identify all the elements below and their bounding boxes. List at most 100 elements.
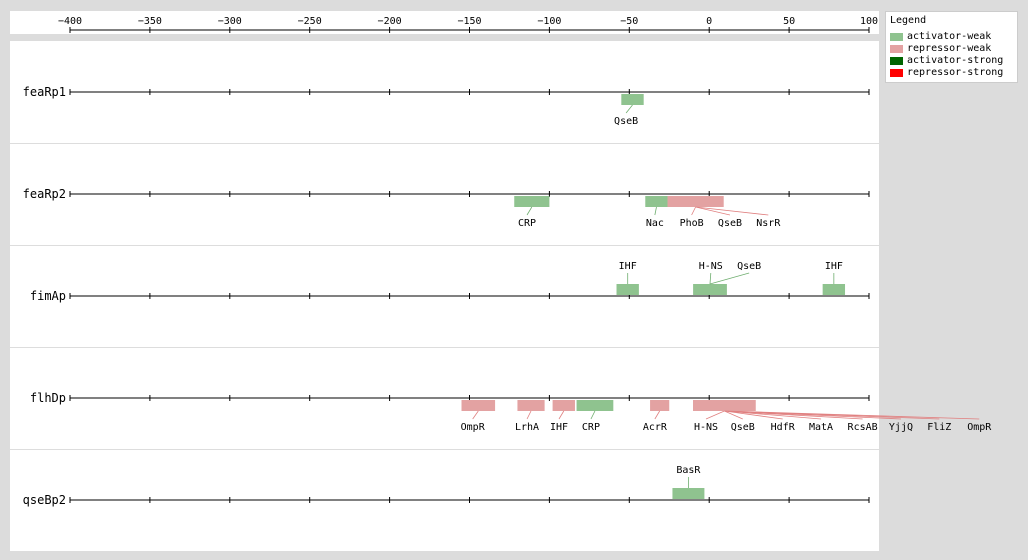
binding-site-box: [621, 94, 644, 105]
binding-site-label: RcsAB: [848, 422, 878, 433]
binding-site-connector: [724, 410, 980, 420]
binding-site-crp: CRP: [576, 400, 614, 433]
binding-site-label: IHF: [619, 261, 637, 272]
legend-swatch: [890, 68, 903, 77]
binding-site-label: MatA: [809, 422, 833, 433]
binding-site-qseb: QseB: [614, 94, 644, 127]
binding-site-label: Nac: [646, 218, 664, 229]
legend-item-repressor-weak: repressor-weak: [890, 43, 991, 54]
axis-tick-label: −100: [537, 16, 561, 27]
binding-site-connector: [691, 206, 696, 216]
binding-site-label: BasR: [676, 465, 701, 476]
promoter-name: feaRp1: [23, 85, 66, 99]
binding-site-box: [514, 196, 550, 207]
axis-background: [10, 11, 879, 34]
legend-item-activator-weak: activator-weak: [890, 31, 991, 42]
binding-site-qseb: QseB: [693, 261, 761, 295]
binding-site-connector: [705, 410, 725, 420]
binding-site-label: CRP: [582, 422, 600, 433]
legend-swatch: [890, 44, 903, 53]
promoter-row-fimAp: fimAp IHF H-NS QseB IHF: [10, 245, 879, 303]
binding-site-connector: [472, 410, 479, 420]
promoter-row-qseBp2: qseBp2 BasR: [10, 449, 879, 507]
legend-label: repressor-strong: [907, 67, 1004, 78]
binding-site-label: QseB: [614, 116, 638, 127]
promoter-row-feaRp1: feaRp1 QseB: [23, 85, 870, 127]
binding-site-label: H-NS: [699, 261, 723, 272]
binding-site-connector: [590, 410, 596, 420]
binding-site-ihf: IHF: [822, 261, 846, 295]
binding-site-box: [517, 400, 545, 411]
binding-site-connector: [724, 410, 822, 420]
binding-site-box: [693, 284, 727, 295]
promoter-name: flhDp: [30, 391, 66, 405]
promoter-row-flhDp: flhDp OmpR LrhA IHF CRP AcrR H-NS QseB HdfR MatA R…: [10, 347, 992, 433]
legend-item-activator-strong: activator-strong: [890, 55, 1003, 66]
axis-tick-label: 0: [706, 16, 712, 27]
binding-site-nac: Nac: [645, 196, 668, 229]
axis-tick-label: −150: [457, 16, 481, 27]
binding-site-ihf: IHF: [550, 400, 575, 433]
binding-site-label: FliZ: [927, 422, 951, 433]
binding-site-label: HdfR: [771, 422, 796, 433]
binding-site-label: LrhA: [515, 422, 539, 433]
binding-site-ompr: OmpR: [693, 400, 992, 433]
legend-title: Legend: [890, 15, 927, 26]
binding-site-connector: [558, 410, 565, 420]
legend-item-repressor-strong: repressor-strong: [890, 67, 1003, 78]
binding-site-label: OmpR: [461, 422, 486, 433]
promoter-rows: feaRp1 QseB feaRp2 CRP Nac PhoB QseB NsrR fimAp I…: [10, 41, 992, 551]
legend-label: activator-weak: [907, 31, 992, 42]
axis-tick-label: −250: [298, 16, 322, 27]
axis-tick-label: 100: [860, 16, 878, 27]
legend-label: repressor-weak: [907, 43, 992, 54]
legend: Legend activator-weak repressor-weak act…: [885, 11, 1018, 83]
binding-site-label: QseB: [731, 422, 755, 433]
binding-site-label: AcrR: [643, 422, 668, 433]
binding-site-ihf: IHF: [616, 261, 639, 295]
binding-site-connector: [724, 410, 743, 420]
promoter-name: fimAp: [30, 289, 66, 303]
binding-site-connector: [695, 206, 731, 216]
binding-site-box: [672, 488, 705, 499]
binding-site-acrr: AcrR: [643, 400, 670, 433]
binding-site-label: OmpR: [967, 422, 992, 433]
binding-site-crp: CRP: [514, 196, 550, 229]
binding-site-connector: [709, 272, 750, 285]
legend-swatch: [890, 56, 903, 65]
binding-site-ompr: OmpR: [461, 400, 496, 433]
binding-site-box: [576, 400, 614, 411]
binding-site-connector: [724, 410, 783, 420]
legend-label: activator-strong: [907, 55, 1004, 66]
binding-site-label: CRP: [518, 218, 536, 229]
binding-site-connector: [625, 104, 633, 114]
binding-site-box: [693, 400, 756, 411]
binding-site-label: PhoB: [680, 218, 704, 229]
axis-tick-label: −300: [218, 16, 242, 27]
binding-site-connector: [695, 206, 769, 216]
binding-site-box: [667, 196, 724, 207]
axis-tick-label: 50: [783, 16, 795, 27]
binding-site-box: [552, 400, 575, 411]
binding-site-box: [616, 284, 639, 295]
binding-site-connector: [526, 206, 533, 216]
binding-site-connector: [526, 410, 532, 420]
binding-site-lrha: LrhA: [515, 400, 545, 433]
binding-site-basr: BasR: [672, 465, 705, 499]
promoter-name: qseBp2: [23, 493, 66, 507]
binding-site-label: IHF: [825, 261, 843, 272]
axis-tick-label: −50: [620, 16, 638, 27]
binding-site-label: IHF: [550, 422, 568, 433]
axis-tick-label: −400: [58, 16, 82, 27]
promoter-row-feaRp2: feaRp2 CRP Nac PhoB QseB NsrR: [10, 143, 879, 229]
binding-site-box: [650, 400, 670, 411]
binding-site-connector: [654, 410, 661, 420]
promoter-name: feaRp2: [23, 187, 66, 201]
axis-tick-label: −200: [378, 16, 402, 27]
axis-tick-label: −350: [138, 16, 162, 27]
binding-site-box: [461, 400, 496, 411]
binding-site-label: YjjQ: [889, 422, 913, 433]
legend-swatch: [890, 32, 903, 41]
binding-site-label: QseB: [737, 261, 761, 272]
